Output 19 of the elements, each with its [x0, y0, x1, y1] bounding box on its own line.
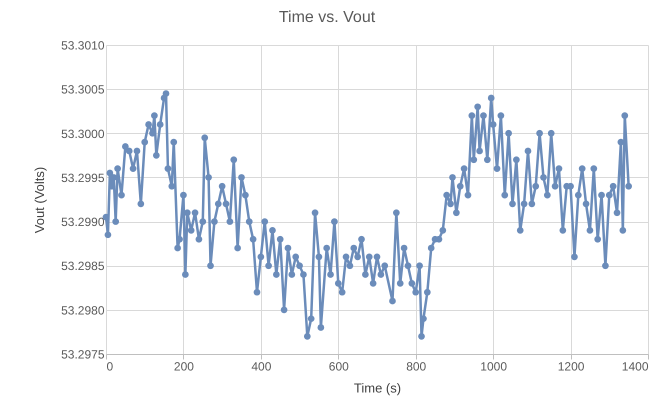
x-tick-label: 1400	[622, 360, 649, 374]
x-axis-title: Time (s)	[354, 380, 402, 396]
y-tick-label: 53.3000	[61, 126, 105, 141]
x-tick-label: 400	[251, 360, 272, 374]
x-tick-label: 600	[328, 360, 350, 374]
x-tick-label: 1200	[558, 360, 585, 374]
y-axis-title: Vout (Volts)	[32, 166, 48, 234]
chart-title: Time vs. Vout	[278, 9, 376, 26]
y-tick-label: 53.3005	[61, 82, 105, 97]
y-tick-label: 53.2990	[61, 215, 105, 230]
x-tick-label: 800	[406, 360, 427, 374]
x-tick-label: 200	[174, 360, 194, 374]
y-tick-label: 53.2985	[61, 259, 105, 274]
y-tick-label: 53.2995	[61, 170, 105, 185]
y-tick-label: 53.3010	[61, 38, 105, 52]
x-tick-label: 1000	[480, 360, 508, 374]
y-tick-label: 53.2975	[61, 348, 105, 362]
x-tick-label: 0	[106, 360, 114, 374]
y-tick-label: 53.2980	[61, 303, 105, 318]
